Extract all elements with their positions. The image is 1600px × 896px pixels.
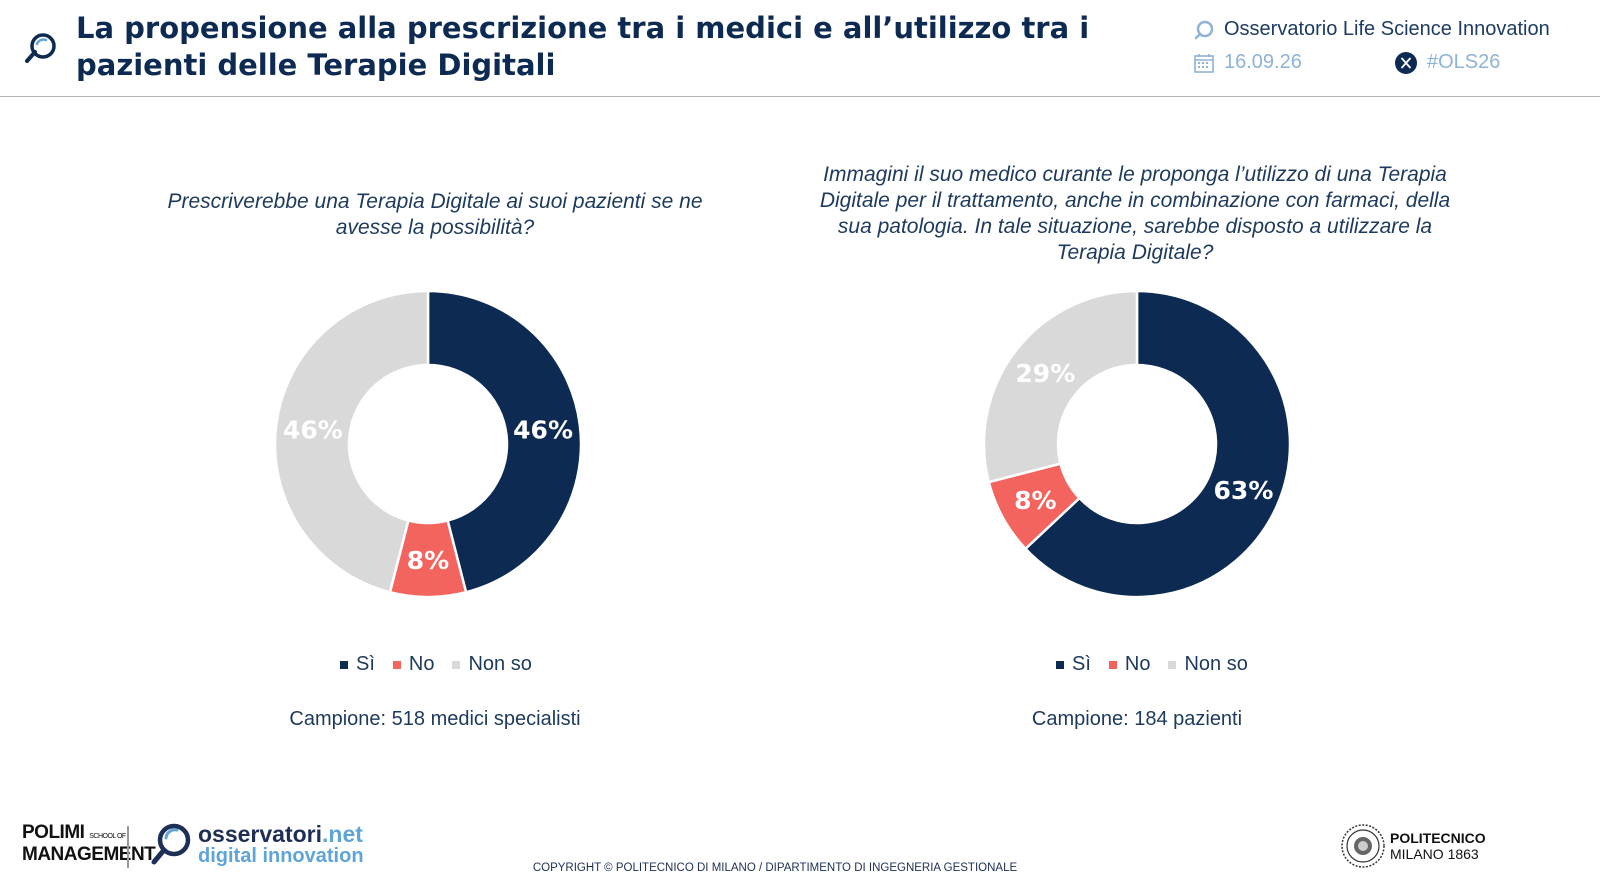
chart2-question: Immagini il suo medico curante le propon… [819,163,1451,264]
data-label-nonso: 29% [1015,359,1075,388]
slice-nonso [982,289,1139,484]
osservatori-text: osservatori [198,821,323,847]
politecnico-text: POLITECNICO [1390,830,1486,846]
legend-item-no: No [392,653,435,676]
chart2-sample: Campione: 184 pazienti [1031,708,1243,730]
hashtag: #OLS26 [1395,51,1500,74]
magnifier-logo-icon [25,33,56,63]
legend-swatch-no [1108,660,1117,669]
legend-label-si: Sì [356,653,375,675]
slice-si [426,289,583,594]
digital-innovation-text: digital innovation [198,845,364,867]
legend-item-nonso: Non so [452,653,532,676]
chart1-legend: Sì No Non so [340,653,532,676]
chart1-sample: Campione: 518 medici specialisti [289,708,581,730]
logo-divider [127,826,129,868]
polimi-school-text: SCHOOL OF [89,833,126,840]
data-label-no: 8% [407,546,449,575]
calendar-icon [1194,53,1214,73]
speech-bubble-icon [1194,20,1214,39]
polimi-management-text: MANAGEMENT [22,844,156,865]
donut-chart-doctors: 46% 8% 46% [273,289,583,599]
observatory-name: Osservatorio Life Science Innovation [1224,18,1550,40]
milano-1863-text: MILANO 1863 [1390,846,1479,862]
osservatori-magnifier-icon [151,823,191,865]
chart2-legend: Sì No Non so [1056,653,1248,676]
hashtag-text: #OLS26 [1427,51,1501,73]
chart1-question: Prescriverebbe una Terapia Digitale ai s… [167,190,703,239]
data-label-si: 63% [1214,476,1274,505]
legend-swatch-nonso [452,660,461,669]
x-logo-icon [1395,51,1417,74]
politecnico-seal-icon [1341,824,1385,868]
legend-label-nonso: Non so [1184,653,1248,675]
polimi-text: POLIMI [22,822,85,843]
page-title: La propensione alla prescrizione tra i m… [76,11,1090,82]
copyright: COPYRIGHT © POLITECNICO DI MILANO / DIPA… [532,862,1018,874]
osservatori-net-text: .net [322,821,363,847]
legend-item-si: Sì [340,653,375,676]
legend-label-no: No [408,653,435,675]
observatory-label: Osservatorio Life Science Innovation [1194,18,1550,41]
donut-chart-patients: 63% 8% 29% [982,289,1292,599]
data-label-si: 46% [513,415,573,444]
event-date: 16.09.26 [1194,51,1302,74]
data-label-nonso: 46% [283,415,343,444]
legend-label-si: Sì [1072,653,1091,675]
legend-swatch-nonso [1168,660,1177,669]
slice-nonso [273,289,430,594]
date-text: 16.09.26 [1224,51,1302,73]
slice-si [1023,289,1292,599]
data-label-no: 8% [1014,486,1056,515]
politecnico-logo: POLITECNICO MILANO 1863 [1340,823,1500,873]
legend-label-no: No [1124,653,1151,675]
legend-item-si: Sì [1056,653,1091,676]
header: La propensione alla prescrizione tra i m… [0,0,1600,97]
legend-item-no: No [1108,653,1151,676]
polimi-logo: POLIMI SCHOOL OF MANAGEMENT [22,822,156,866]
legend-item-nonso: Non so [1168,653,1248,676]
legend-swatch-si [340,660,348,669]
legend-label-nonso: Non so [468,653,532,675]
legend-swatch-no [392,660,401,669]
legend-swatch-si [1056,660,1064,669]
osservatori-logo: osservatori.net digital innovation [150,822,364,870]
